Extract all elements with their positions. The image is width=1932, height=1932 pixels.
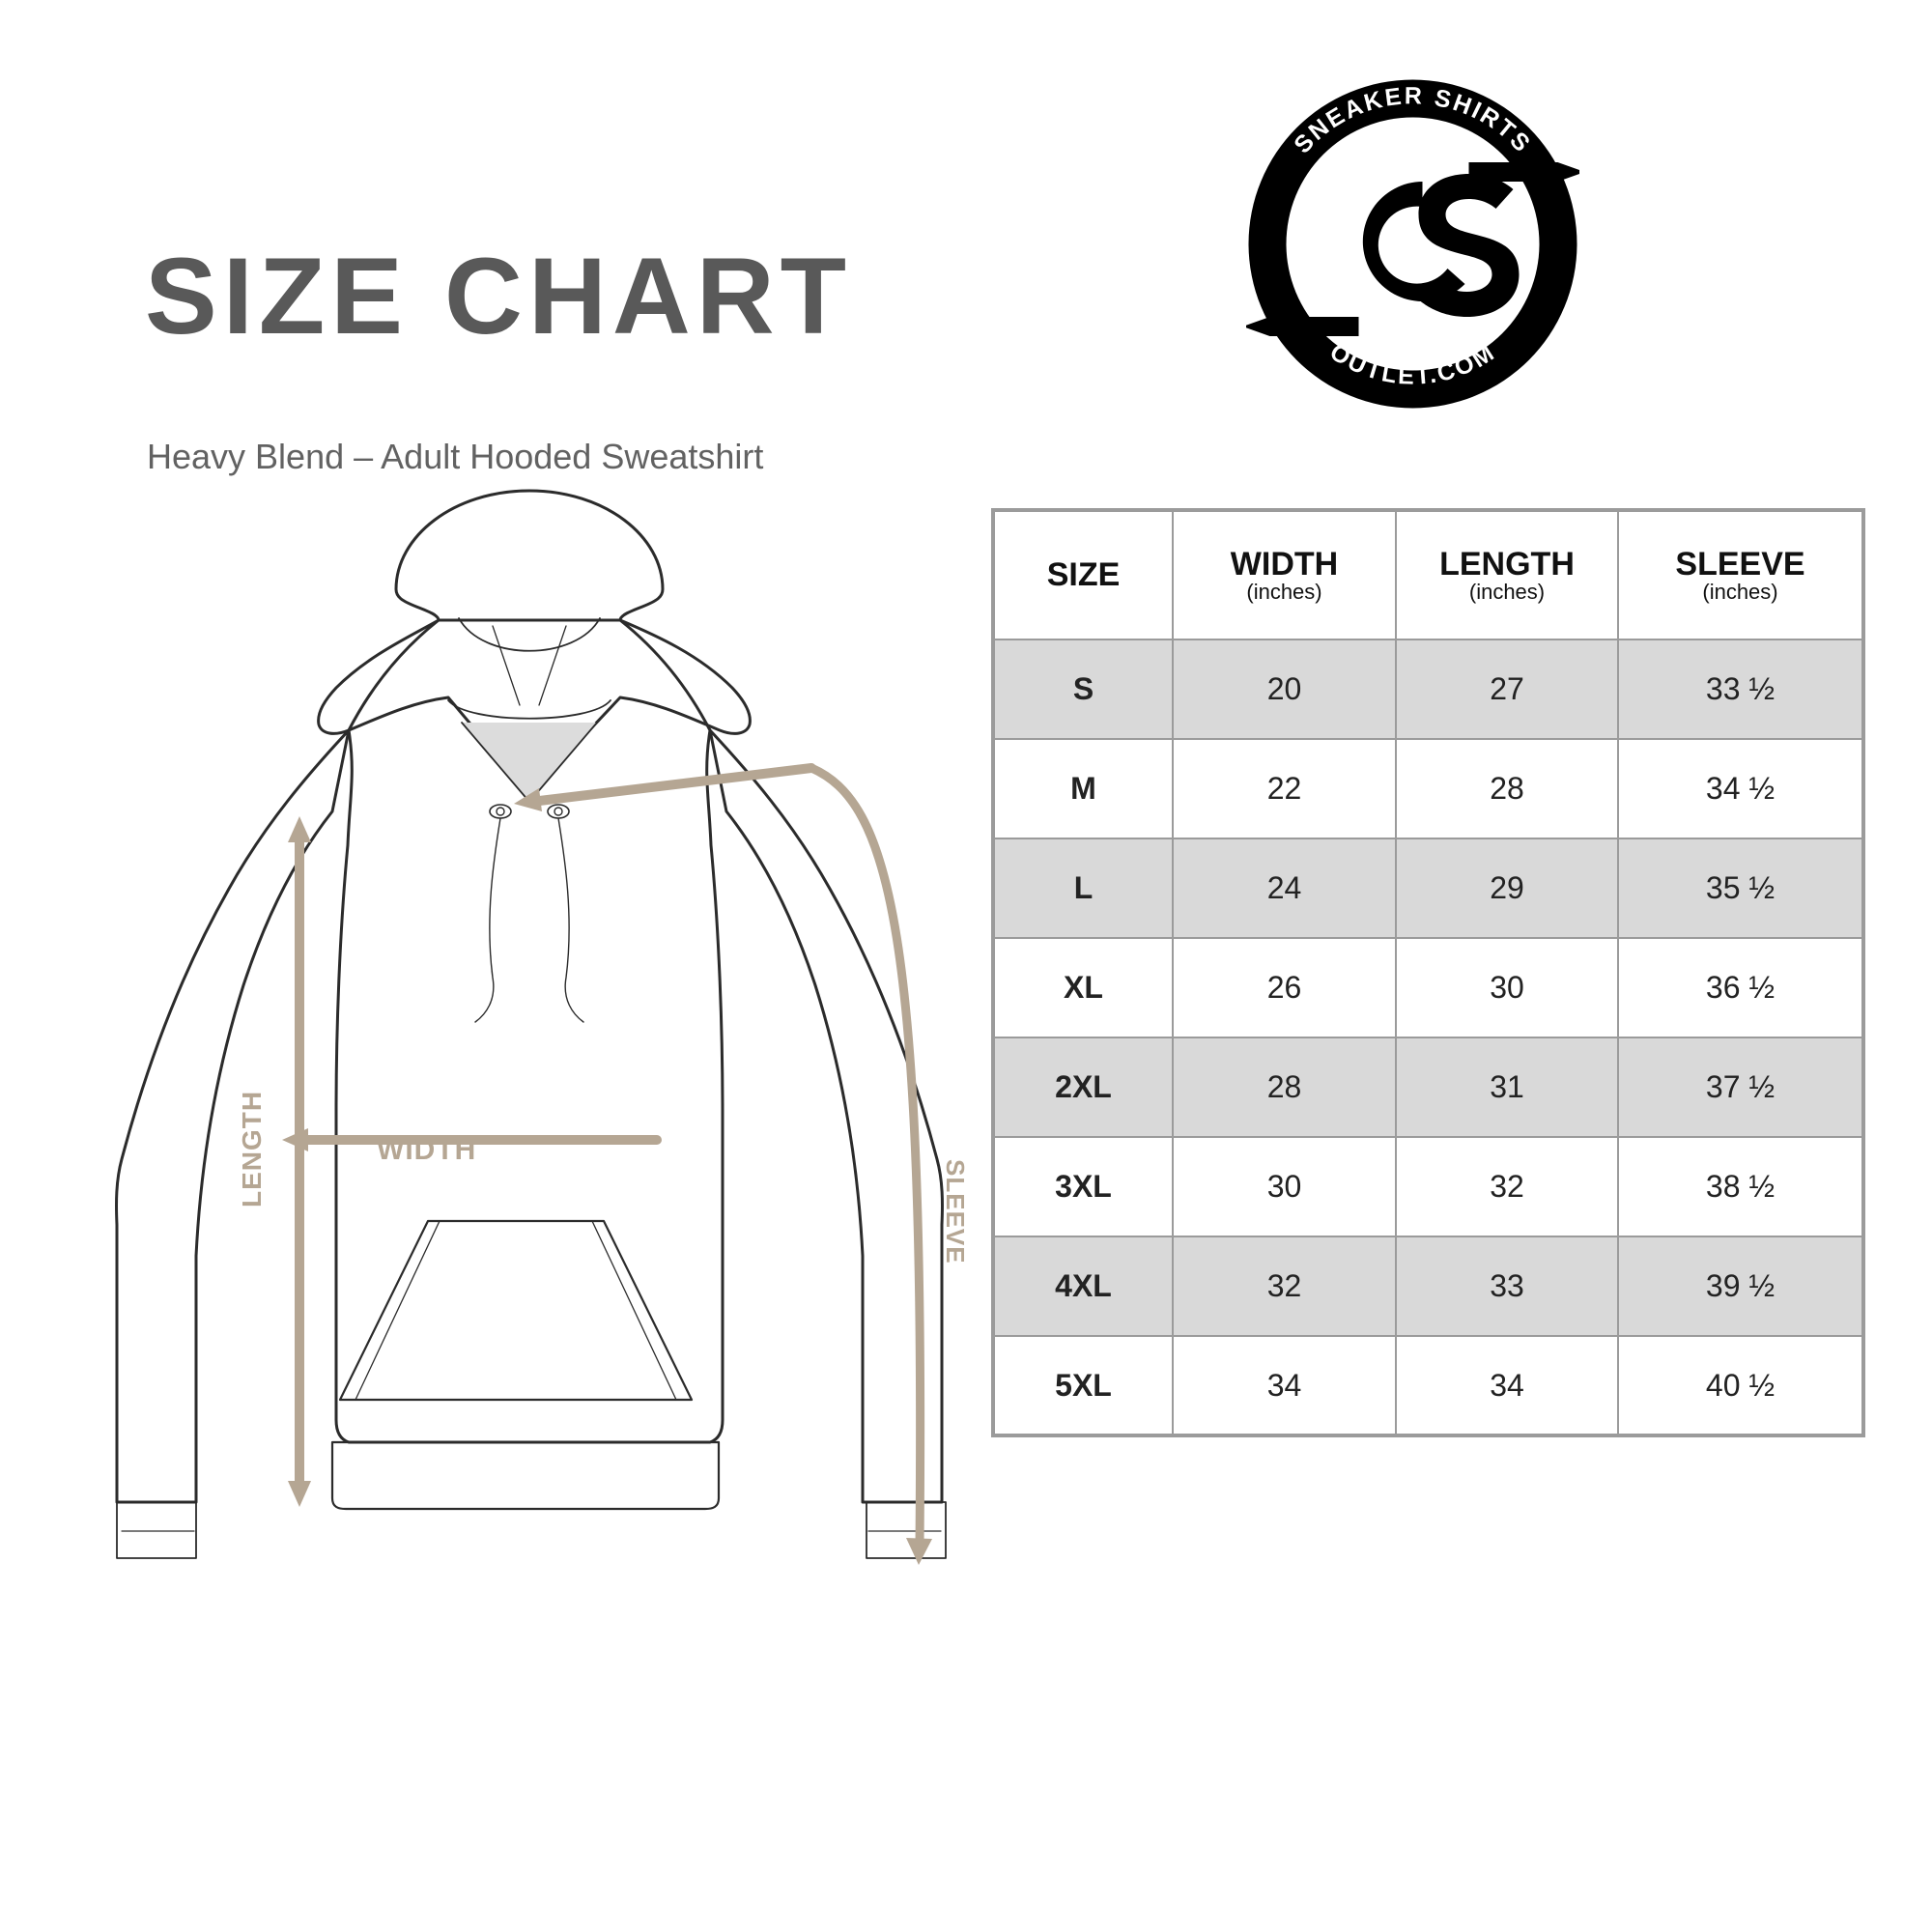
svg-text:LENGTH: LENGTH [237,1091,267,1208]
svg-text:WIDTH: WIDTH [377,1134,476,1166]
svg-text:SLEEVE: SLEEVE [941,1159,966,1264]
